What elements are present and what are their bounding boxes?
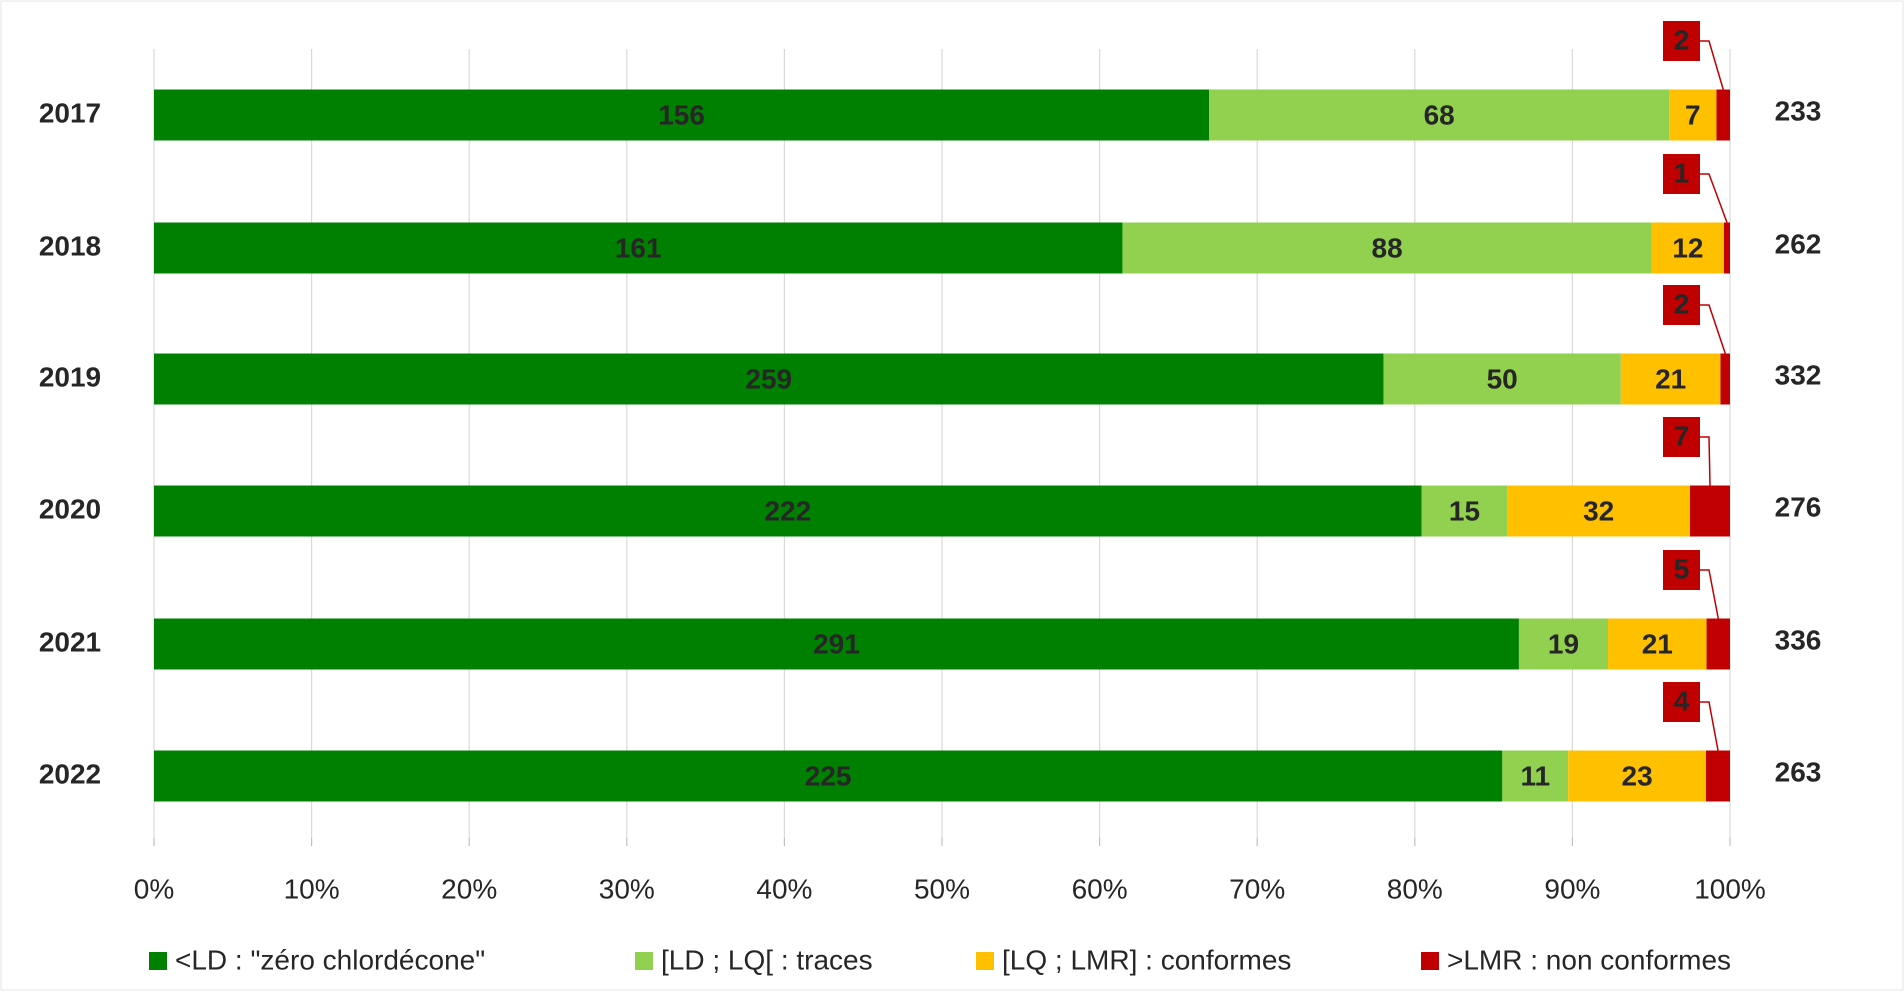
legend-swatch [976, 952, 994, 970]
legend-label: >LMR : non conformes [1447, 944, 1731, 975]
total-label: 262 [1775, 228, 1822, 259]
data-label: 7 [1685, 99, 1701, 130]
data-label: 19 [1548, 628, 1579, 659]
bar-segment [1383, 353, 1621, 405]
bar-segment [1706, 750, 1730, 802]
data-label: 23 [1622, 760, 1653, 791]
bar-segment [1518, 618, 1609, 670]
bar-segment [1716, 89, 1730, 141]
bar-segment [154, 222, 1123, 274]
legend-label: <LD : "zéro chlordécone" [175, 944, 485, 975]
leader-line [1699, 701, 1719, 751]
data-label: 5 [1674, 553, 1690, 584]
bar-segment [1608, 618, 1707, 670]
data-label: 7 [1674, 420, 1690, 451]
bar-segment [1209, 89, 1670, 141]
data-label: 2 [1674, 288, 1690, 319]
legend-label: [LD ; LQ[ : traces [661, 944, 873, 975]
bar-segment [154, 750, 1503, 802]
x-tick-label: 70% [1229, 873, 1285, 904]
label-box [1663, 550, 1700, 590]
leader-line [1699, 173, 1728, 223]
y-tick-label: 2019 [39, 361, 101, 392]
data-label: 21 [1642, 628, 1673, 659]
data-label: 4 [1674, 685, 1690, 716]
label-box [1663, 417, 1700, 457]
x-tick-label: 100% [1694, 873, 1766, 904]
total-label: 233 [1775, 95, 1822, 126]
leader-line [1699, 304, 1726, 354]
bar-segment [154, 618, 1519, 670]
leader-line [1699, 569, 1720, 619]
legend-swatch [635, 952, 653, 970]
y-tick-label: 2021 [39, 626, 101, 657]
legend-label: [LQ ; LMR] : conformes [1002, 944, 1291, 975]
data-label: 11 [1520, 760, 1550, 791]
bar-segment [154, 485, 1422, 537]
label-box [1663, 682, 1700, 722]
x-tick-label: 50% [914, 873, 970, 904]
leader-line [1699, 40, 1724, 90]
legend-swatch [149, 952, 167, 970]
label-box [1663, 285, 1700, 325]
label-box [1663, 21, 1700, 61]
bar-segment [1669, 89, 1717, 141]
total-label: 263 [1775, 756, 1822, 787]
x-tick-label: 80% [1387, 873, 1443, 904]
total-label: 336 [1775, 624, 1822, 655]
label-box [1663, 154, 1700, 194]
bar-segment [1421, 485, 1508, 537]
y-tick-label: 2017 [39, 97, 101, 128]
bar-segment [1507, 485, 1691, 537]
x-tick-label: 90% [1544, 873, 1600, 904]
bar-segment [154, 353, 1384, 405]
data-label: 68 [1424, 99, 1455, 130]
bar-segment [1720, 353, 1730, 405]
data-label: 1 [1674, 157, 1690, 188]
data-label: 161 [615, 232, 662, 263]
bar-segment [1122, 222, 1652, 274]
data-label: 222 [764, 495, 811, 526]
x-tick-label: 30% [599, 873, 655, 904]
x-tick-label: 60% [1072, 873, 1128, 904]
leader-line [1699, 436, 1711, 486]
bar-segment [1723, 222, 1730, 274]
bar-segment [154, 89, 1210, 141]
y-tick-label: 2020 [39, 493, 101, 524]
bar-segment [1651, 222, 1724, 274]
data-label: 50 [1487, 363, 1518, 394]
bar-segment [1706, 618, 1730, 670]
y-tick-label: 2018 [39, 230, 101, 261]
bar-segment [1690, 485, 1730, 537]
total-label: 332 [1775, 359, 1822, 390]
data-label: 12 [1672, 232, 1703, 263]
data-label: 2 [1674, 24, 1690, 55]
x-tick-label: 20% [441, 873, 497, 904]
data-label: 32 [1583, 495, 1614, 526]
data-label: 156 [658, 99, 705, 130]
y-tick-label: 2022 [39, 758, 101, 789]
legend-swatch [1421, 952, 1439, 970]
bar-segment [1568, 750, 1707, 802]
data-label: 291 [813, 628, 860, 659]
x-tick-label: 40% [756, 873, 812, 904]
bar-segment [1502, 750, 1569, 802]
x-tick-label: 0% [134, 873, 174, 904]
data-label: 225 [805, 760, 852, 791]
bar-segment [1620, 353, 1721, 405]
data-label: 21 [1655, 363, 1686, 394]
x-tick-label: 10% [284, 873, 340, 904]
total-label: 276 [1775, 491, 1822, 522]
data-label: 15 [1449, 495, 1480, 526]
data-label: 259 [745, 363, 792, 394]
data-label: 88 [1372, 232, 1403, 263]
